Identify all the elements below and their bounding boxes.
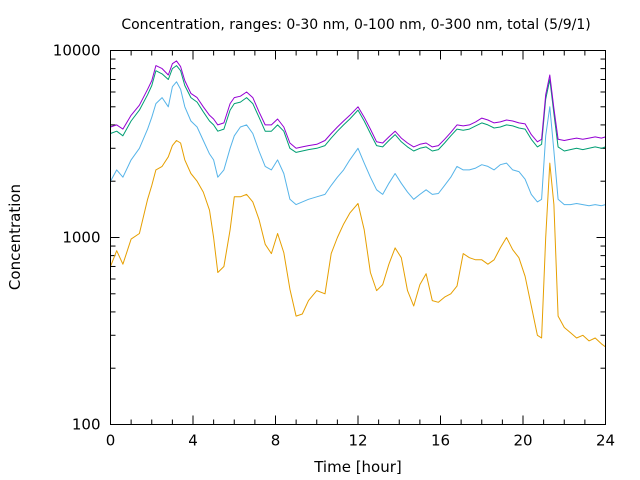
y-tick-label: 100 xyxy=(72,416,101,434)
x-tick-label: 20 xyxy=(513,432,532,450)
x-axis-title: Time [hour] xyxy=(313,458,402,476)
x-tick-label: 0 xyxy=(106,432,116,450)
y-tick-label: 1000 xyxy=(62,229,100,247)
series-line-3 xyxy=(110,65,606,153)
x-tick-label: 12 xyxy=(348,432,367,450)
series-lines xyxy=(110,60,606,348)
x-tick-label: 8 xyxy=(271,432,281,450)
series-line-1 xyxy=(110,140,606,348)
y-axis-title: Concentration xyxy=(6,184,24,290)
axis-tick-labels: 0 4 8 12 16 20 24 100 1000 10000 xyxy=(53,42,615,450)
series-line-2 xyxy=(110,81,606,207)
chart-title: Concentration, ranges: 0-30 nm, 0-100 nm… xyxy=(121,17,590,33)
x-tick-label: 4 xyxy=(188,432,198,450)
x-tick-label: 16 xyxy=(431,432,450,450)
plot-frame xyxy=(110,50,606,425)
y-tick-label: 10000 xyxy=(53,42,101,60)
x-tick-label: 24 xyxy=(596,432,615,450)
series-line-4 xyxy=(110,60,606,149)
